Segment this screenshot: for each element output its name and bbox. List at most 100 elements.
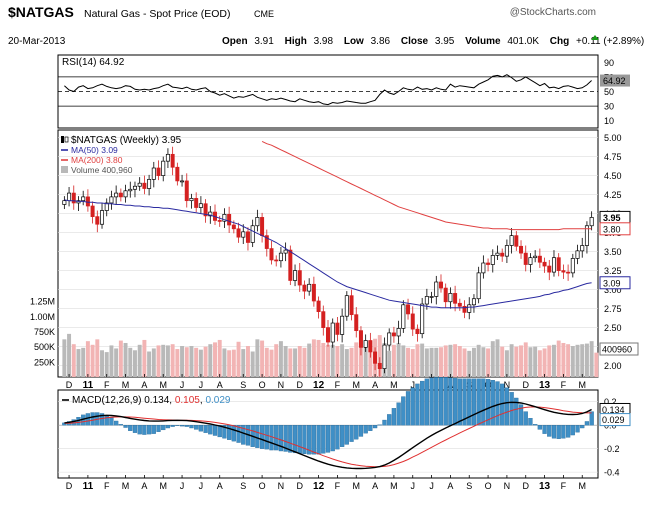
- macd-histogram-bar: [349, 425, 354, 442]
- close-last-value: 3.95: [603, 213, 621, 223]
- macd-histogram-bar: [556, 425, 561, 439]
- chart-symbol: $NATGAS: [8, 4, 74, 20]
- volume-bar: [570, 346, 575, 377]
- rsi-series: 64.92: [64, 74, 630, 106]
- volume-bar: [316, 339, 321, 377]
- candle-body: [457, 302, 462, 307]
- candle-body: [462, 305, 467, 313]
- candle-body: [100, 210, 105, 225]
- candle-body: [274, 259, 279, 262]
- candle-body: [509, 235, 514, 246]
- candle-body: [255, 217, 260, 227]
- candle-body: [481, 262, 486, 274]
- macd-tick-label: -0.4: [604, 468, 620, 478]
- x-axis-label: F: [104, 380, 110, 390]
- volume-bar: [519, 345, 524, 377]
- macd-histogram-bar: [109, 417, 114, 426]
- volume-bar: [434, 347, 439, 377]
- volume-bar: [462, 348, 467, 377]
- macd-legend: MACD(12,26,9) 0.134, 0.105, 0.029: [72, 395, 231, 406]
- macd-histogram-bar: [344, 425, 349, 445]
- price-legend-entry: $NATGAS (Weekly) 3.95: [71, 135, 182, 146]
- macd-x-axis: D 11 F M A M J J A S O N D 12 F M A M J J A S O N D 13 F M: [66, 475, 586, 492]
- candle-body: [231, 224, 236, 230]
- volume-bar: [335, 346, 340, 377]
- candle-body: [335, 322, 340, 335]
- volume-bar: [453, 344, 458, 377]
- high-label: High: [285, 36, 307, 47]
- candle-body: [227, 214, 232, 226]
- volume-bar: [500, 346, 505, 377]
- candle-body: [245, 231, 250, 243]
- price-tick-label: 3.25: [604, 266, 622, 276]
- volume-bar: [194, 347, 199, 377]
- candle-body: [165, 153, 170, 162]
- x-axis-label: S: [240, 380, 246, 390]
- candle-body: [161, 160, 166, 176]
- x-axis-label: M: [352, 481, 360, 491]
- volume-bar: [391, 344, 396, 377]
- chg-label: Chg: [550, 36, 569, 47]
- macd-histogram-bar: [533, 424, 538, 426]
- price-tick-label: 4.75: [604, 152, 622, 162]
- macd-histogram-bar: [387, 414, 392, 426]
- x-axis-label: J: [429, 481, 434, 491]
- candle-body: [170, 153, 175, 168]
- candle-body: [382, 344, 387, 369]
- volume-bar: [274, 344, 279, 377]
- volume-bar: [71, 344, 76, 377]
- x-axis-label: S: [466, 481, 472, 491]
- candle-body: [434, 281, 439, 297]
- macd-histogram-bar: [448, 377, 453, 426]
- close-label: Close: [401, 36, 429, 47]
- macd-histogram-bar: [429, 377, 434, 426]
- macd-histogram-bar: [62, 422, 67, 426]
- price-tick-label: 2.75: [604, 304, 622, 314]
- x-axis-label: D: [297, 481, 304, 491]
- candle-body: [180, 180, 185, 183]
- volume-bar: [448, 344, 453, 377]
- chg-value: +0.11 (+2.89%): [576, 36, 644, 47]
- volume-bar: [170, 344, 175, 377]
- volume-bar: [118, 340, 123, 377]
- candle-body: [71, 192, 76, 204]
- x-axis-label: 11: [83, 481, 94, 492]
- volume-bar: [213, 342, 217, 377]
- candle-body: [486, 262, 491, 265]
- macd-histogram-bar: [146, 425, 152, 435]
- volume-bar: [420, 343, 425, 377]
- macd-histogram-bar: [104, 415, 109, 426]
- macd-histogram-bar: [443, 377, 448, 426]
- macd-histogram-bar: [537, 425, 542, 430]
- macd-histogram-bar: [354, 425, 359, 440]
- x-axis-label: 12: [313, 380, 325, 391]
- volume-bar: [330, 344, 335, 377]
- volume-bar: [161, 344, 166, 377]
- volume-bar: [556, 340, 561, 377]
- volume-bar: [128, 347, 133, 377]
- macd-histogram-bar: [137, 425, 142, 435]
- open-value: 3.91: [254, 36, 274, 47]
- candle-body: [396, 328, 401, 337]
- macd-histogram-bar: [302, 425, 307, 454]
- volume-bar: [156, 345, 161, 377]
- macd-histogram-bar: [509, 392, 514, 426]
- price-tick-label: 2.50: [604, 323, 622, 333]
- candle-body: [584, 225, 589, 246]
- macd-histogram-bar: [420, 380, 425, 426]
- volume-bar: [260, 340, 265, 377]
- macd-histogram-bar: [424, 378, 429, 426]
- macd-histogram-bar: [227, 425, 232, 440]
- macd-histogram-bar: [184, 425, 189, 427]
- rsi-tick-label: 10: [604, 116, 614, 126]
- macd-histogram-bar: [495, 381, 500, 426]
- x-axis-label: A: [217, 481, 223, 491]
- candle-body: [241, 231, 246, 238]
- candle-body: [307, 283, 312, 292]
- x-axis-label: F: [104, 481, 110, 491]
- macd-histogram-bar: [194, 425, 199, 430]
- candle-body: [566, 271, 571, 274]
- macd-histogram-bar: [368, 425, 373, 431]
- candle-body: [547, 265, 552, 273]
